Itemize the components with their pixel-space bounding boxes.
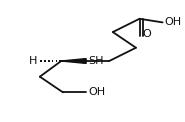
Text: H: H <box>29 56 37 66</box>
Text: OH: OH <box>164 17 181 27</box>
Text: OH: OH <box>88 87 105 97</box>
Polygon shape <box>61 59 86 63</box>
Text: O: O <box>142 30 151 39</box>
Text: SH: SH <box>88 56 103 66</box>
